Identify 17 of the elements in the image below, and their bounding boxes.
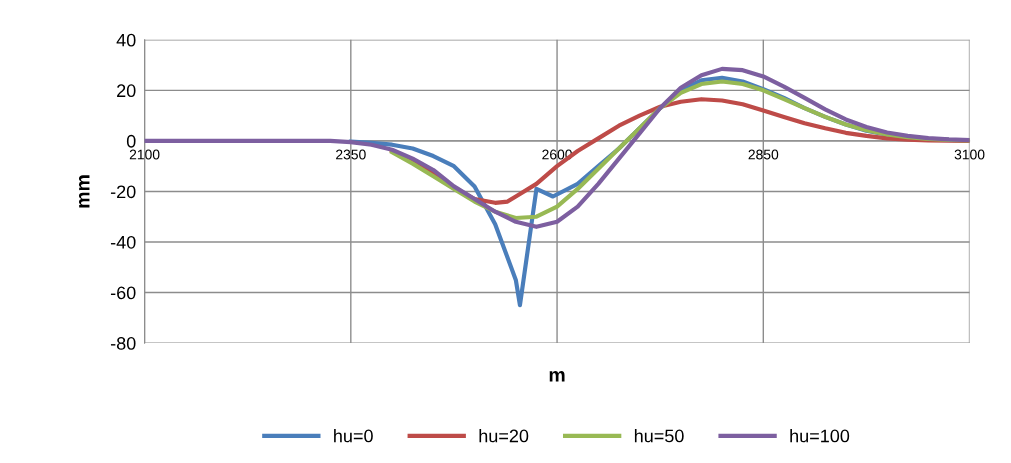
y-tick-label: -40 <box>110 235 136 249</box>
x-tick-label: 2100 <box>129 149 160 160</box>
y-tick-label: -80 <box>110 337 136 350</box>
legend-label: hu=0 <box>334 429 373 443</box>
y-tick-label: 0 <box>126 134 136 148</box>
legend-label: hu=100 <box>790 429 850 443</box>
legend-label: hu=20 <box>479 429 529 443</box>
y-tick-label: -60 <box>110 286 136 300</box>
y-tick-label: -20 <box>110 185 136 199</box>
x-tick-label: 2350 <box>336 149 366 160</box>
y-tick-label: 40 <box>116 33 136 47</box>
y-axis-title: mm <box>78 175 90 208</box>
x-tick-label: 2850 <box>748 149 779 160</box>
y-tick-label: 20 <box>117 84 136 98</box>
x-tick-label: 3100 <box>954 149 985 160</box>
x-axis-title: m <box>549 370 565 382</box>
legend-label: hu=50 <box>634 429 684 443</box>
